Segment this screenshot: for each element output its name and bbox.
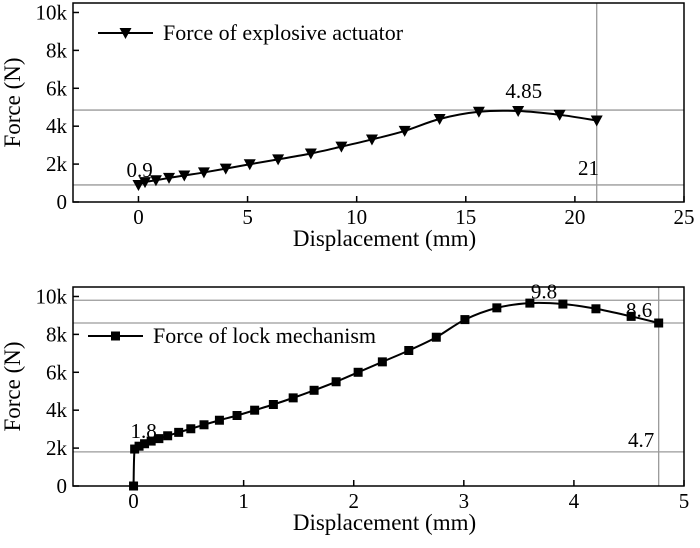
data-point	[139, 177, 152, 189]
x-tick-label: 5	[679, 489, 690, 513]
data-point	[243, 159, 256, 171]
annotation-label: 21	[578, 156, 599, 180]
y-tick-label: 10k	[36, 284, 68, 308]
data-point	[377, 357, 387, 367]
data-point	[460, 315, 470, 325]
series-line	[138, 109, 597, 186]
y-tick-label: 6k	[46, 76, 68, 100]
x-tick-label: 15	[455, 205, 476, 229]
data-point	[525, 298, 535, 308]
x-axis-label: Displacement (mm)	[293, 226, 476, 251]
data-point	[154, 434, 164, 444]
data-point	[232, 410, 242, 420]
data-point	[178, 170, 191, 182]
legend-marker	[111, 331, 120, 341]
data-point	[174, 427, 184, 437]
x-tick-label: 2	[348, 489, 359, 513]
y-tick-label: 2k	[46, 152, 68, 176]
data-point	[132, 179, 145, 191]
data-point	[304, 148, 317, 160]
x-tick-label: 4	[569, 489, 580, 513]
data-point	[331, 377, 341, 387]
data-point	[590, 115, 603, 127]
annotation-label: 8.6	[626, 298, 652, 322]
y-tick-label: 2k	[46, 436, 68, 460]
data-point	[214, 415, 224, 425]
x-tick-label: 20	[564, 205, 585, 229]
legend-label: Force of lock mechanism	[153, 323, 376, 348]
x-tick-label: 25	[674, 205, 695, 229]
y-tick-label: 4k	[46, 398, 68, 422]
y-tick-label: 0	[57, 190, 68, 214]
data-point	[219, 163, 232, 175]
data-point	[309, 385, 319, 395]
data-point	[431, 332, 441, 342]
x-tick-label: 0	[128, 489, 139, 513]
data-point	[163, 431, 173, 441]
data-point	[365, 134, 378, 146]
legend-marker	[119, 28, 132, 39]
y-tick-label: 4k	[46, 114, 68, 138]
plot-frame	[72, 2, 685, 203]
x-axis-label: Displacement (mm)	[293, 510, 476, 535]
x-tick-label: 10	[346, 205, 367, 229]
data-point	[288, 393, 298, 403]
data-point	[626, 311, 636, 321]
chart-lock-mechanism: 0 1 2 3 4 5 0 2k 4k 6k 8k 10k Displacement (mm) Force…	[0, 279, 689, 535]
annotation-label: 0.9	[126, 158, 152, 182]
annotation-label: 9.8	[531, 279, 557, 303]
data-point	[250, 405, 260, 415]
y-tick-label: 6k	[46, 360, 68, 384]
data-point	[654, 318, 664, 328]
y-tick-label: 8k	[46, 38, 68, 62]
x-tick-label: 3	[459, 489, 470, 513]
data-point	[558, 299, 568, 309]
data-point	[404, 345, 414, 355]
y-axis-label: Force (N)	[0, 341, 25, 431]
data-point	[591, 304, 601, 314]
data-point	[146, 436, 156, 446]
data-point	[268, 400, 278, 410]
x-tick-label: 0	[133, 205, 144, 229]
annotation-label: 1.8	[131, 419, 157, 443]
data-point	[134, 441, 144, 451]
y-tick-label: 8k	[46, 322, 68, 346]
x-tick-label: 1	[238, 489, 249, 513]
data-point	[492, 303, 502, 313]
data-point	[149, 175, 162, 187]
annotation-label: 4.85	[505, 79, 542, 103]
chart-explosive-actuator: 0 5 10 15 20 25 0 2k 4k 6k 8k 10k Displacement (mm) F…	[0, 0, 695, 251]
data-point	[433, 113, 446, 125]
data-point	[197, 167, 210, 179]
data-point	[398, 125, 411, 137]
y-axis-label: Force (N)	[0, 57, 25, 147]
annotation-label: 4.7	[628, 428, 654, 452]
y-tick-label: 0	[57, 474, 68, 498]
data-point	[472, 106, 485, 118]
data-point	[353, 367, 363, 377]
data-point	[512, 106, 525, 118]
y-tick-label: 10k	[36, 0, 68, 24]
data-point	[186, 424, 196, 434]
data-point	[272, 154, 285, 166]
x-tick-label: 5	[242, 205, 253, 229]
data-point	[140, 439, 150, 449]
plot-frame	[72, 286, 685, 487]
data-point	[163, 172, 176, 184]
legend-label: Force of explosive actuator	[163, 20, 404, 45]
data-point	[129, 481, 139, 491]
data-point	[335, 141, 348, 153]
data-point	[553, 109, 566, 121]
data-point	[199, 420, 209, 430]
